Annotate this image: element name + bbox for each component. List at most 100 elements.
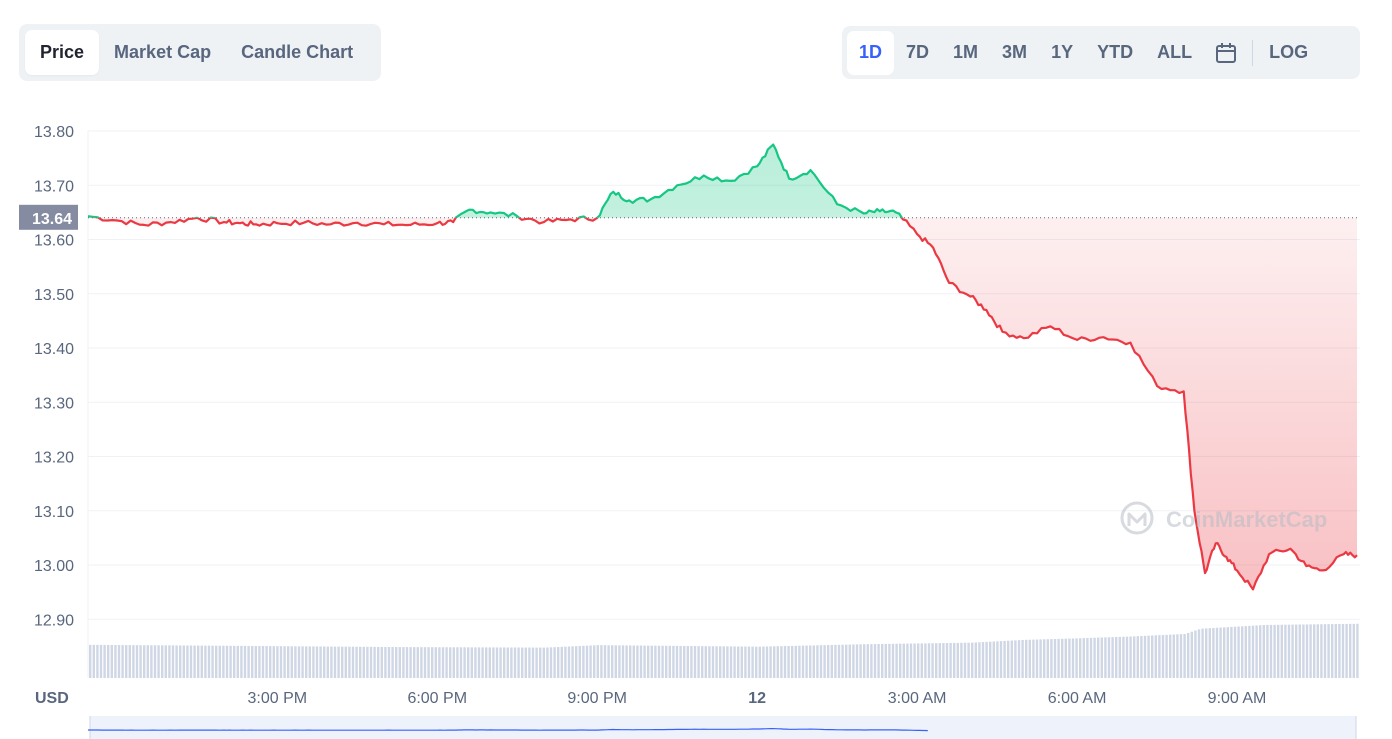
volume-bar bbox=[323, 646, 326, 678]
volume-bar bbox=[798, 645, 801, 678]
volume-bar bbox=[305, 646, 308, 678]
volume-bar bbox=[492, 647, 495, 678]
range-7d-button[interactable]: 7D bbox=[906, 42, 930, 62]
volume-bar bbox=[362, 646, 365, 678]
volume-bar bbox=[812, 645, 815, 678]
volume-bar bbox=[560, 646, 563, 678]
volume-bar bbox=[1079, 638, 1082, 678]
y-tick-label: 13.00 bbox=[34, 558, 74, 575]
volume-bar bbox=[866, 644, 869, 678]
watermark-text: CoinMarketCap bbox=[1166, 507, 1327, 532]
volume-bar bbox=[1093, 637, 1096, 678]
tab-candle-chart[interactable]: Candle Chart bbox=[241, 42, 354, 62]
volume-bar bbox=[1334, 624, 1337, 678]
tab-price[interactable]: Price bbox=[25, 30, 100, 75]
volume-bar bbox=[647, 645, 650, 678]
volume-bar bbox=[164, 645, 167, 678]
volume-bar bbox=[1255, 625, 1258, 678]
volume-bar bbox=[1352, 623, 1355, 678]
volume-bar bbox=[189, 645, 193, 678]
volume-bar bbox=[369, 646, 373, 678]
volume-bar bbox=[240, 645, 243, 678]
volume-bar bbox=[650, 645, 653, 678]
volume-bar bbox=[333, 646, 337, 678]
volume-bar bbox=[1140, 636, 1143, 678]
volume-bar bbox=[1075, 638, 1078, 678]
volume-bar bbox=[603, 645, 607, 678]
volume-bar bbox=[427, 647, 430, 678]
volume-bar bbox=[193, 645, 196, 678]
volume-bar bbox=[1244, 626, 1247, 678]
volume-bar bbox=[243, 645, 247, 678]
volume-bar bbox=[96, 644, 99, 678]
divider bbox=[1252, 39, 1254, 66]
log-scale-button[interactable]: LOG bbox=[1269, 42, 1309, 62]
y-axis-labels: 13.80 13.70 13.60 13.50 13.40 13.30 13.20 13.10… bbox=[34, 124, 74, 629]
volume-bar bbox=[355, 646, 358, 678]
volume-bar bbox=[377, 646, 380, 678]
volume-bar bbox=[686, 646, 689, 678]
volume-bar bbox=[431, 647, 434, 678]
range-1m-button[interactable]: 1M bbox=[953, 42, 979, 62]
volume-bar bbox=[823, 645, 826, 678]
volume-bar bbox=[816, 645, 819, 678]
volume-bar bbox=[589, 645, 592, 678]
volume-bar bbox=[585, 645, 589, 678]
volume-bar bbox=[845, 644, 848, 678]
volume-bar bbox=[1097, 637, 1100, 678]
tab-market-cap[interactable]: Market Cap bbox=[114, 42, 212, 62]
volume-bar bbox=[1028, 639, 1031, 678]
volume-bar bbox=[287, 646, 290, 678]
volume-bar bbox=[578, 646, 581, 678]
volume-bar bbox=[942, 643, 945, 678]
baseline-price-label: 13.64 bbox=[32, 211, 72, 228]
volume-bar bbox=[171, 645, 175, 678]
volume-bar bbox=[233, 645, 236, 678]
volume-bar bbox=[110, 644, 113, 678]
volume-bar bbox=[841, 644, 844, 678]
range-navigator[interactable] bbox=[88, 716, 1357, 739]
volume-bar bbox=[153, 645, 157, 678]
volume-bar bbox=[643, 645, 646, 678]
volume-bar bbox=[459, 647, 463, 678]
volume-bar bbox=[1341, 623, 1345, 678]
volume-bar bbox=[719, 646, 722, 678]
calendar-icon[interactable] bbox=[1204, 31, 1248, 75]
volume-bar bbox=[611, 645, 614, 678]
volume-bar bbox=[639, 645, 643, 678]
range-1d-button[interactable]: 1D bbox=[847, 30, 895, 75]
volume-bar bbox=[654, 645, 657, 678]
volume-bar bbox=[215, 645, 218, 678]
volume-bar bbox=[704, 646, 707, 678]
volume-bar bbox=[873, 644, 877, 678]
volume-bar bbox=[1197, 629, 1201, 678]
volume-bar bbox=[1305, 624, 1309, 678]
volume-bar bbox=[1143, 635, 1147, 678]
volume-bar bbox=[1327, 624, 1330, 678]
volume-bar bbox=[344, 646, 347, 678]
volume-bar bbox=[917, 643, 920, 678]
volume-bar bbox=[1082, 638, 1085, 678]
volume-bar bbox=[906, 643, 909, 678]
volume-bar bbox=[715, 646, 718, 678]
range-3m-button[interactable]: 3M bbox=[1002, 42, 1028, 62]
volume-bar bbox=[1104, 637, 1107, 678]
volume-bar bbox=[546, 647, 549, 678]
price-line-up bbox=[87, 143, 904, 218]
volume-bar bbox=[139, 645, 142, 678]
volume-bar bbox=[474, 647, 477, 678]
range-all-button[interactable]: ALL bbox=[1157, 42, 1193, 62]
volume-bar bbox=[747, 646, 751, 678]
range-ytd-button[interactable]: YTD bbox=[1097, 42, 1134, 62]
volume-bar bbox=[125, 645, 128, 678]
y-tick-label: 13.70 bbox=[34, 178, 74, 195]
volume-bar bbox=[657, 645, 661, 678]
volume-bar bbox=[1266, 624, 1269, 678]
volume-bar bbox=[837, 644, 841, 678]
volume-bar bbox=[1302, 624, 1305, 678]
volume-bar bbox=[1064, 638, 1067, 678]
range-1y-button[interactable]: 1Y bbox=[1051, 42, 1074, 62]
volume-bar bbox=[899, 643, 902, 678]
volume-bar bbox=[1190, 631, 1193, 678]
volume-bar bbox=[229, 645, 232, 678]
